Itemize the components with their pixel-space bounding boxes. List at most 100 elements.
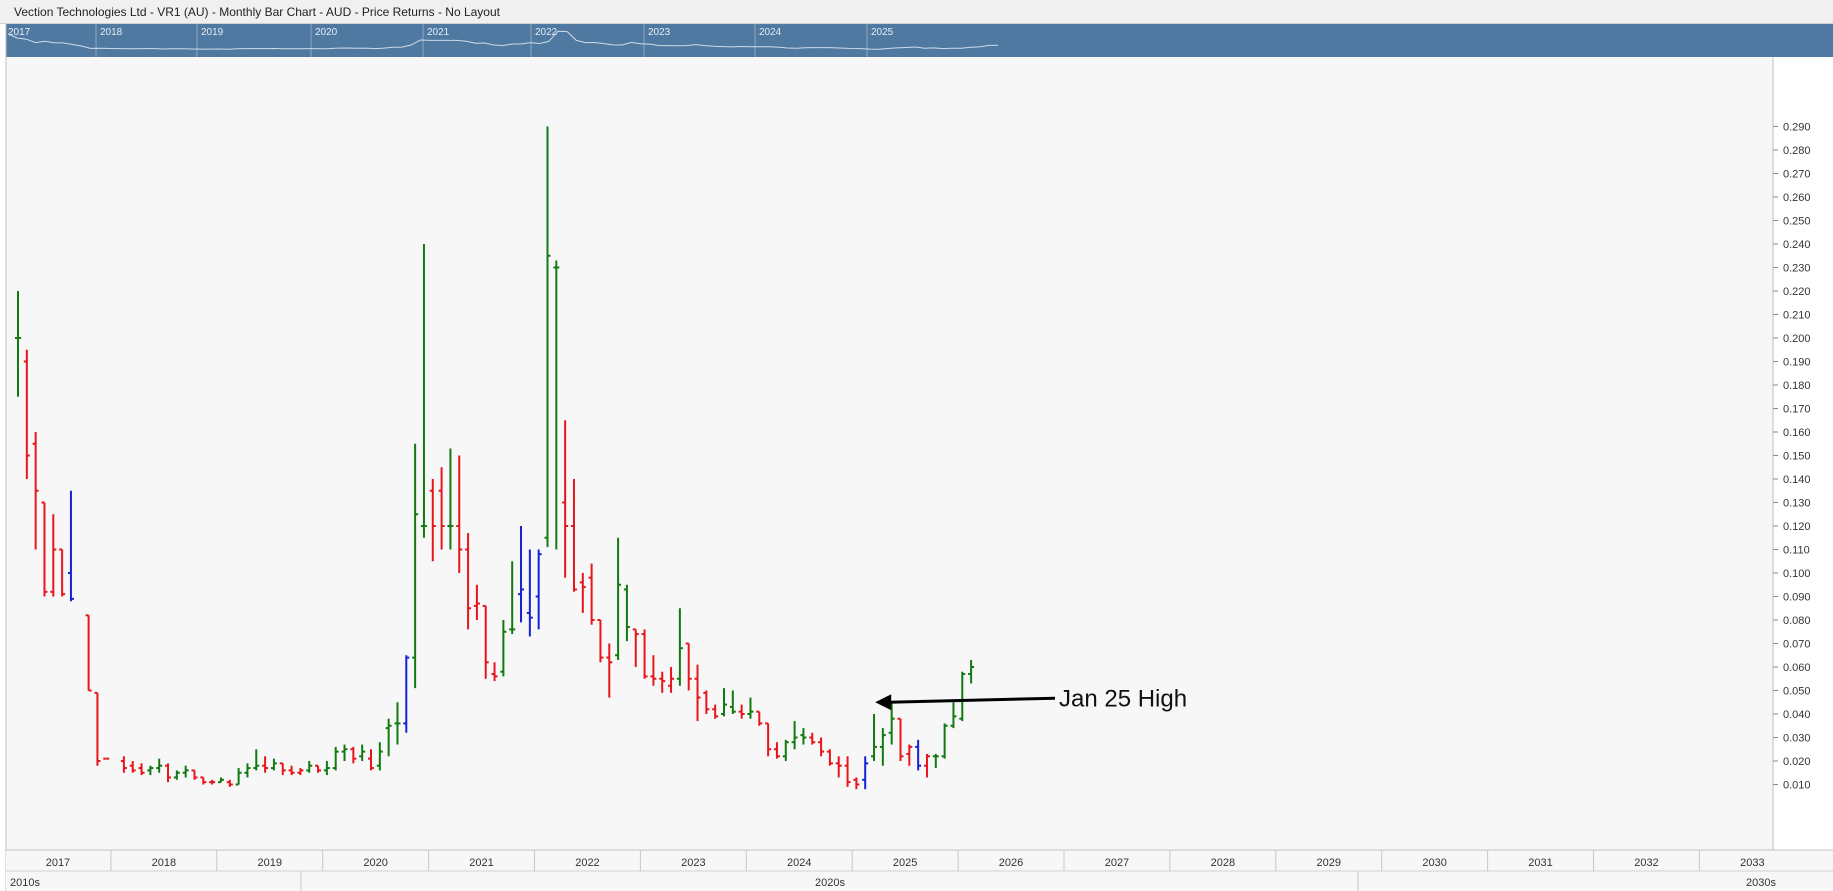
ohlc-bar <box>800 728 807 745</box>
ohlc-bar <box>773 742 780 759</box>
y-tick-label: 0.130 <box>1783 498 1811 510</box>
ohlc-bar <box>923 753 930 778</box>
y-tick-label: 0.040 <box>1783 709 1811 721</box>
ohlc-bar <box>579 573 586 613</box>
ohlc-bar <box>694 664 701 722</box>
y-tick-label: 0.160 <box>1783 427 1811 439</box>
navigator-year-label: 2022 <box>535 27 558 38</box>
price-bars <box>15 126 975 790</box>
ohlc-bar <box>968 659 975 684</box>
ohlc-bar <box>632 628 639 667</box>
ohlc-bar <box>412 443 419 689</box>
ohlc-bar <box>226 779 233 787</box>
ohlc-bar <box>279 762 286 776</box>
ohlc-bar <box>147 765 154 776</box>
ohlc-bar <box>32 432 39 550</box>
y-tick-label: 0.220 <box>1783 286 1811 298</box>
ohlc-bar <box>915 739 922 771</box>
ohlc-bar <box>341 744 348 761</box>
ohlc-bar <box>200 776 207 785</box>
navigator-year-label: 2024 <box>759 27 782 38</box>
ohlc-bar <box>712 704 719 719</box>
y-tick-label: 0.170 <box>1783 404 1811 416</box>
y-tick-label: 0.060 <box>1783 662 1811 674</box>
ohlc-bar <box>623 584 630 642</box>
ohlc-bar <box>50 514 57 597</box>
ohlc-bar <box>244 763 251 778</box>
y-tick-label: 0.290 <box>1783 122 1811 134</box>
ohlc-bar <box>844 756 851 787</box>
ohlc-bar <box>456 455 463 573</box>
y-tick-label: 0.200 <box>1783 333 1811 345</box>
x-year-label: 2027 <box>1105 857 1129 869</box>
annotation-arrow-line <box>887 696 1056 704</box>
ohlc-bar <box>509 561 516 635</box>
ohlc-bar <box>765 722 772 757</box>
ohlc-bar <box>747 697 754 719</box>
ohlc-bar <box>615 537 622 660</box>
ohlc-bar <box>288 765 295 776</box>
ohlc-bar <box>959 671 966 722</box>
ohlc-bar <box>191 769 198 780</box>
ohlc-bar <box>138 763 145 776</box>
ohlc-bar <box>703 690 710 714</box>
ohlc-bar <box>85 614 92 692</box>
ohlc-bar <box>826 749 833 766</box>
x-year-label: 2021 <box>469 857 493 869</box>
y-tick-label: 0.270 <box>1783 169 1811 181</box>
ohlc-bar <box>641 629 648 679</box>
ohlc-bar <box>429 479 436 562</box>
ohlc-bar <box>721 688 727 717</box>
ohlc-bar <box>368 749 374 771</box>
annotation-arrow-head <box>875 694 892 711</box>
ohlc-bar <box>465 533 472 630</box>
y-tick-label: 0.090 <box>1783 592 1811 604</box>
y-tick-label: 0.250 <box>1783 216 1811 228</box>
x-year-label: 2018 <box>152 857 176 869</box>
ohlc-bar <box>270 758 277 771</box>
ohlc-bar <box>323 761 330 776</box>
ohlc-bar <box>932 753 939 769</box>
ohlc-bar <box>332 746 339 771</box>
ohlc-bar <box>120 756 127 773</box>
ohlc-bar <box>597 619 604 663</box>
x-decade-label: 2010s <box>10 877 40 889</box>
y-tick-label: 0.260 <box>1783 192 1811 204</box>
ohlc-bar <box>888 702 895 745</box>
y-tick-label: 0.050 <box>1783 686 1811 698</box>
ohlc-bar <box>588 563 595 625</box>
ohlc-bar <box>518 526 525 623</box>
x-year-label: 2020 <box>363 857 387 869</box>
navigator-year-label: 2017 <box>8 27 31 38</box>
navigator-year-labels: 2017 2018 2019 2020 2021 2022 2023 2024 2025 <box>8 24 894 57</box>
ohlc-bar <box>729 690 736 714</box>
ohlc-bar <box>438 467 445 550</box>
ohlc-bar <box>871 714 878 761</box>
navigator-background[interactable] <box>6 24 1833 57</box>
ohlc-bar <box>420 244 427 538</box>
ohlc-bar <box>473 584 480 620</box>
y-tick-label: 0.150 <box>1783 451 1811 463</box>
y-tick-label: 0.100 <box>1783 568 1811 580</box>
ohlc-bar <box>165 763 172 783</box>
x-year-label: 2033 <box>1740 857 1764 869</box>
ohlc-bar <box>818 737 825 757</box>
ohlc-bar <box>306 761 313 773</box>
ohlc-bar <box>297 768 304 776</box>
plot-area[interactable] <box>6 57 1773 850</box>
ohlc-bar <box>650 655 657 686</box>
x-year-label: 2029 <box>1317 857 1341 869</box>
ohlc-bar <box>491 662 498 682</box>
x-year-label: 2028 <box>1211 857 1235 869</box>
ohlc-bar <box>403 655 410 733</box>
ohlc-bar <box>809 732 816 745</box>
ohlc-bar <box>738 704 745 719</box>
ohlc-bar <box>209 779 216 785</box>
ohlc-bar <box>262 756 269 773</box>
x-year-label: 2023 <box>681 857 705 869</box>
y-tick-label: 0.240 <box>1783 239 1811 251</box>
ohlc-bar <box>156 758 163 773</box>
ohlc-bar <box>782 739 789 761</box>
x-decade-label: 2030s <box>1746 877 1776 889</box>
